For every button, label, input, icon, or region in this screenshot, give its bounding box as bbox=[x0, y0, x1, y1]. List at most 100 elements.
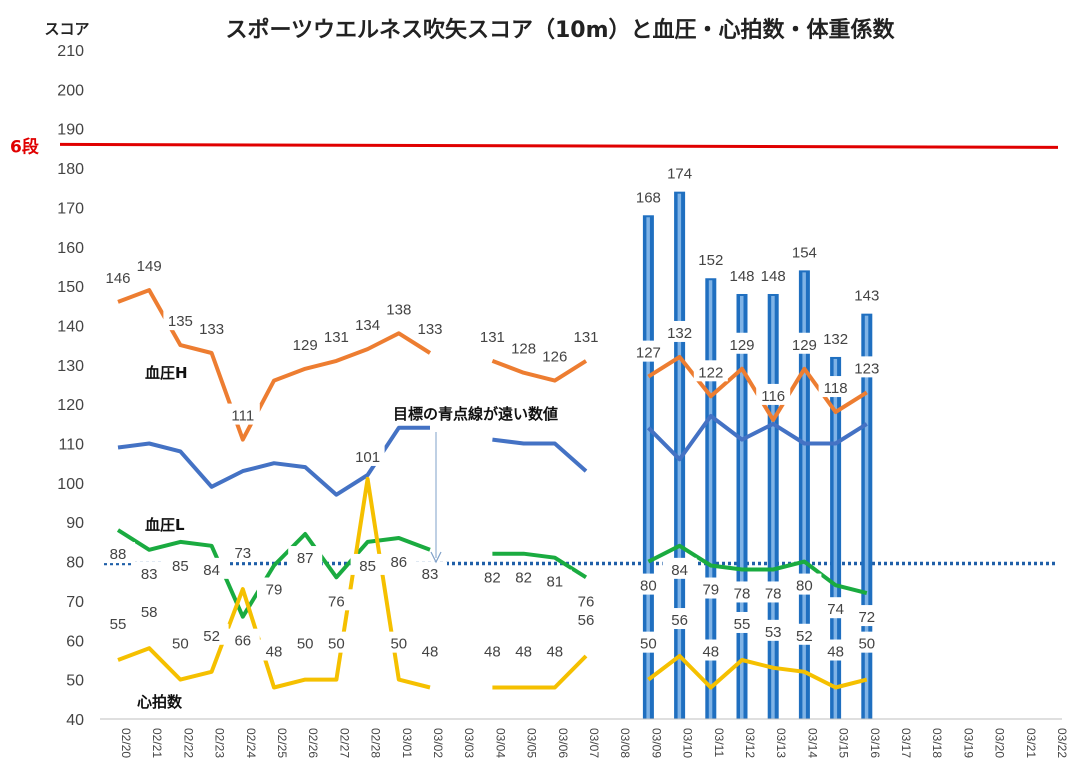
data-label: 74 bbox=[827, 601, 844, 618]
score-bar-value: 154 bbox=[792, 244, 817, 261]
x-tick-label: 03/03 bbox=[462, 728, 476, 758]
data-label-box bbox=[101, 542, 135, 564]
x-tick-label: 03/13 bbox=[774, 728, 788, 758]
data-label-box bbox=[225, 628, 260, 650]
data-label-box bbox=[662, 557, 697, 579]
data-label-box bbox=[194, 317, 229, 339]
data-label: 80 bbox=[640, 578, 657, 595]
data-label: 85 bbox=[172, 558, 189, 575]
data-label-box bbox=[381, 549, 416, 571]
data-label-box bbox=[257, 577, 291, 599]
data-label: 81 bbox=[546, 574, 563, 591]
series-name-label: 血圧H bbox=[145, 364, 188, 382]
data-label-box bbox=[163, 309, 198, 331]
data-label: 87 bbox=[297, 550, 314, 567]
data-label: 133 bbox=[417, 321, 442, 338]
data-label-box bbox=[350, 444, 385, 466]
annotations: 目標の青点線が遠い数値 bbox=[393, 405, 558, 564]
annotation-text: 目標の青点線が遠い数値 bbox=[393, 405, 558, 423]
score-bar-value: 132 bbox=[823, 331, 848, 348]
x-tick-label: 03/05 bbox=[525, 728, 539, 758]
data-label: 132 bbox=[667, 325, 692, 342]
x-tick-label: 03/04 bbox=[493, 728, 507, 758]
data-label: 73 bbox=[234, 545, 251, 562]
data-label-box bbox=[163, 631, 198, 653]
x-tick-label: 03/10 bbox=[681, 728, 695, 758]
y-tick-label: 120 bbox=[57, 397, 84, 414]
y-tick-label: 180 bbox=[57, 161, 84, 178]
x-tick-label: 03/21 bbox=[1024, 728, 1038, 758]
score-bar-value: 148 bbox=[729, 268, 754, 285]
y-tick-label: 60 bbox=[66, 633, 84, 650]
score-bar-value: 174 bbox=[667, 166, 692, 183]
data-label-box bbox=[849, 605, 884, 627]
data-label: 131 bbox=[573, 329, 598, 346]
data-label: 129 bbox=[792, 337, 817, 354]
x-tick-label: 03/19 bbox=[961, 728, 975, 758]
x-tick-label: 02/20 bbox=[119, 728, 133, 758]
series-lines bbox=[116, 288, 868, 690]
data-label: 72 bbox=[858, 609, 875, 626]
data-label: 131 bbox=[324, 329, 349, 346]
data-label: 111 bbox=[231, 408, 254, 425]
data-label: 53 bbox=[765, 624, 782, 641]
data-label: 82 bbox=[484, 570, 501, 587]
data-label-box bbox=[693, 360, 728, 382]
data-label-box bbox=[475, 565, 510, 587]
data-label-box bbox=[225, 403, 260, 425]
y-tick-label: 130 bbox=[57, 358, 84, 375]
data-label: 135 bbox=[168, 313, 193, 330]
data-label: 52 bbox=[796, 628, 813, 645]
data-label-box bbox=[569, 324, 603, 346]
data-label-box bbox=[163, 553, 198, 575]
data-label: 85 bbox=[359, 558, 376, 575]
data-label: 84 bbox=[671, 562, 688, 579]
data-label: 82 bbox=[515, 570, 532, 587]
data-label: 86 bbox=[390, 554, 407, 571]
data-label: 50 bbox=[328, 636, 345, 653]
x-tick-label: 03/11 bbox=[712, 728, 726, 757]
data-label: 78 bbox=[734, 585, 751, 602]
data-label-box bbox=[631, 340, 666, 362]
x-tick-label: 03/07 bbox=[587, 728, 601, 758]
data-label-box bbox=[662, 320, 697, 342]
score-bar-highlight bbox=[646, 217, 650, 719]
data-label: 55 bbox=[734, 616, 751, 633]
data-label: 80 bbox=[796, 578, 813, 595]
data-label-box bbox=[101, 611, 135, 633]
y-tick-label: 190 bbox=[57, 122, 84, 139]
y-tick-label: 40 bbox=[66, 712, 84, 729]
data-label-box bbox=[756, 383, 791, 405]
data-label-box bbox=[132, 561, 167, 583]
y-tick-label: 70 bbox=[66, 594, 84, 611]
data-label: 146 bbox=[105, 270, 130, 287]
data-label-box bbox=[693, 577, 728, 599]
data-label: 78 bbox=[765, 585, 782, 602]
data-label: 133 bbox=[199, 321, 224, 338]
rank-line-label: 6段 bbox=[10, 136, 39, 157]
score-bar-value: 152 bbox=[698, 252, 723, 269]
data-label-box bbox=[849, 631, 884, 653]
data-label: 58 bbox=[141, 604, 158, 621]
data-label: 126 bbox=[542, 349, 567, 366]
data-label-box bbox=[569, 589, 603, 611]
score-bar-highlight bbox=[740, 295, 744, 719]
data-label: 84 bbox=[203, 562, 220, 579]
data-label-box bbox=[506, 639, 541, 661]
series-line bbox=[117, 476, 868, 690]
y-tick-label: 100 bbox=[57, 476, 84, 493]
x-tick-label: 02/26 bbox=[306, 728, 320, 758]
data-label: 50 bbox=[172, 636, 189, 653]
chart-title: スポーツウエルネス吹矢スコア（10m）と血圧・心拍数・体重係数 bbox=[225, 17, 895, 43]
data-label: 128 bbox=[511, 341, 536, 358]
y-tick-label: 90 bbox=[66, 515, 84, 532]
score-bar-highlight bbox=[708, 280, 713, 719]
data-label-box bbox=[756, 581, 791, 603]
data-label: 76 bbox=[328, 593, 345, 610]
data-label-box bbox=[756, 619, 791, 641]
x-tick-label: 02/27 bbox=[337, 728, 351, 758]
data-label-box bbox=[849, 356, 884, 378]
data-label: 134 bbox=[355, 317, 380, 334]
data-label: 79 bbox=[266, 582, 283, 599]
annotation-arrow-head bbox=[430, 551, 442, 564]
